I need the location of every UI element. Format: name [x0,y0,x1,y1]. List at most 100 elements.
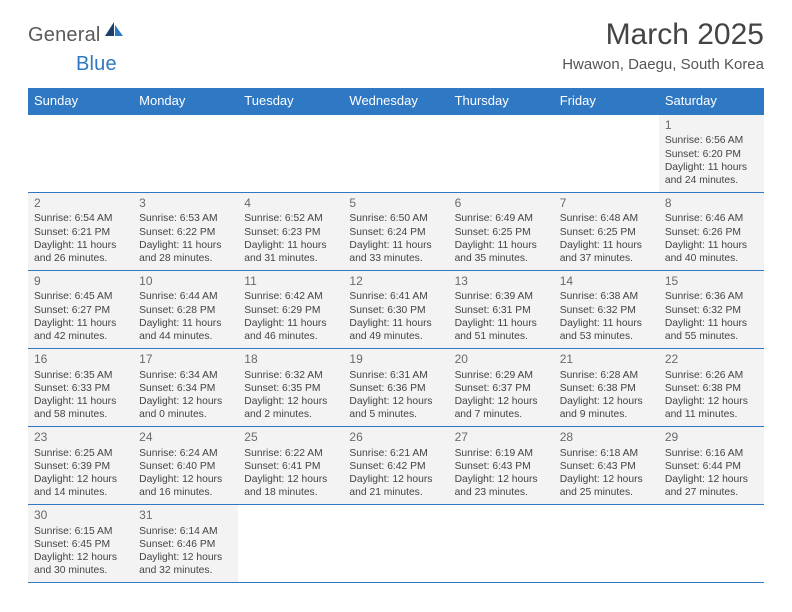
day-number: 25 [244,430,337,445]
sunset-text: Sunset: 6:40 PM [139,460,232,473]
week-row: 23Sunrise: 6:25 AMSunset: 6:39 PMDayligh… [28,427,764,505]
daylight-text: and 9 minutes. [560,408,653,421]
day-cell [238,505,343,583]
day-cell [28,114,133,193]
sunrise-text: Sunrise: 6:41 AM [349,290,442,303]
daylight-text: Daylight: 12 hours [34,551,127,564]
day-cell: 24Sunrise: 6:24 AMSunset: 6:40 PMDayligh… [133,427,238,505]
day-cell: 25Sunrise: 6:22 AMSunset: 6:41 PMDayligh… [238,427,343,505]
sunrise-text: Sunrise: 6:15 AM [34,525,127,538]
sunrise-text: Sunrise: 6:38 AM [560,290,653,303]
daylight-text: and 5 minutes. [349,408,442,421]
daylight-text: and 46 minutes. [244,330,337,343]
daylight-text: Daylight: 12 hours [349,473,442,486]
sunrise-text: Sunrise: 6:34 AM [139,369,232,382]
day-header: Monday [133,88,238,114]
month-title: March 2025 [562,18,764,52]
daylight-text: Daylight: 12 hours [139,473,232,486]
sunrise-text: Sunrise: 6:31 AM [349,369,442,382]
daylight-text: Daylight: 12 hours [244,473,337,486]
sunrise-text: Sunrise: 6:19 AM [455,447,548,460]
day-number: 3 [139,196,232,211]
day-number: 17 [139,352,232,367]
sunrise-text: Sunrise: 6:25 AM [34,447,127,460]
day-number: 10 [139,274,232,289]
sunrise-text: Sunrise: 6:18 AM [560,447,653,460]
day-number: 30 [34,508,127,523]
daylight-text: Daylight: 12 hours [665,473,758,486]
day-cell [554,505,659,583]
daylight-text: Daylight: 12 hours [139,395,232,408]
sunset-text: Sunset: 6:33 PM [34,382,127,395]
daylight-text: Daylight: 11 hours [560,239,653,252]
day-cell [133,114,238,193]
day-cell: 15Sunrise: 6:36 AMSunset: 6:32 PMDayligh… [659,271,764,349]
sunrise-text: Sunrise: 6:46 AM [665,212,758,225]
day-cell: 23Sunrise: 6:25 AMSunset: 6:39 PMDayligh… [28,427,133,505]
daylight-text: and 31 minutes. [244,252,337,265]
daylight-text: and 33 minutes. [349,252,442,265]
day-number: 5 [349,196,442,211]
sunset-text: Sunset: 6:45 PM [34,538,127,551]
sunrise-text: Sunrise: 6:39 AM [455,290,548,303]
daylight-text: Daylight: 11 hours [665,239,758,252]
day-header: Friday [554,88,659,114]
daylight-text: Daylight: 11 hours [560,317,653,330]
daylight-text: Daylight: 11 hours [244,317,337,330]
sunrise-text: Sunrise: 6:42 AM [244,290,337,303]
day-number: 14 [560,274,653,289]
sunset-text: Sunset: 6:36 PM [349,382,442,395]
daylight-text: Daylight: 12 hours [34,473,127,486]
daylight-text: and 40 minutes. [665,252,758,265]
sunset-text: Sunset: 6:24 PM [349,226,442,239]
daylight-text: and 26 minutes. [34,252,127,265]
daylight-text: Daylight: 12 hours [560,395,653,408]
day-cell: 12Sunrise: 6:41 AMSunset: 6:30 PMDayligh… [343,271,448,349]
day-cell: 20Sunrise: 6:29 AMSunset: 6:37 PMDayligh… [449,349,554,427]
day-number: 2 [34,196,127,211]
week-row: 16Sunrise: 6:35 AMSunset: 6:33 PMDayligh… [28,349,764,427]
daylight-text: Daylight: 11 hours [349,317,442,330]
daylight-text: and 23 minutes. [455,486,548,499]
sunrise-text: Sunrise: 6:48 AM [560,212,653,225]
day-number: 22 [665,352,758,367]
sunrise-text: Sunrise: 6:49 AM [455,212,548,225]
day-cell: 4Sunrise: 6:52 AMSunset: 6:23 PMDaylight… [238,193,343,271]
daylight-text: and 53 minutes. [560,330,653,343]
sunrise-text: Sunrise: 6:54 AM [34,212,127,225]
sunrise-text: Sunrise: 6:44 AM [139,290,232,303]
day-cell: 27Sunrise: 6:19 AMSunset: 6:43 PMDayligh… [449,427,554,505]
day-cell: 9Sunrise: 6:45 AMSunset: 6:27 PMDaylight… [28,271,133,349]
sunset-text: Sunset: 6:27 PM [34,304,127,317]
sunset-text: Sunset: 6:37 PM [455,382,548,395]
day-number: 24 [139,430,232,445]
logo-text-blue: Blue [76,53,117,75]
sunset-text: Sunset: 6:43 PM [560,460,653,473]
calendar-table: Sunday Monday Tuesday Wednesday Thursday… [28,88,764,583]
day-cell: 3Sunrise: 6:53 AMSunset: 6:22 PMDaylight… [133,193,238,271]
daylight-text: Daylight: 11 hours [139,239,232,252]
logo-text-general: General [28,24,101,47]
sunrise-text: Sunrise: 6:45 AM [34,290,127,303]
day-number: 9 [34,274,127,289]
location: Hwawon, Daegu, South Korea [562,56,764,73]
sunset-text: Sunset: 6:25 PM [560,226,653,239]
sunset-text: Sunset: 6:34 PM [139,382,232,395]
day-number: 27 [455,430,548,445]
week-row: 1Sunrise: 6:56 AMSunset: 6:20 PMDaylight… [28,114,764,193]
daylight-text: and 58 minutes. [34,408,127,421]
sunset-text: Sunset: 6:29 PM [244,304,337,317]
day-number: 1 [665,118,758,133]
sunset-text: Sunset: 6:35 PM [244,382,337,395]
day-cell [343,505,448,583]
daylight-text: Daylight: 12 hours [560,473,653,486]
day-cell: 19Sunrise: 6:31 AMSunset: 6:36 PMDayligh… [343,349,448,427]
day-cell [449,505,554,583]
title-block: March 2025 Hwawon, Daegu, South Korea [562,18,764,73]
day-header: Saturday [659,88,764,114]
day-cell [449,114,554,193]
week-row: 2Sunrise: 6:54 AMSunset: 6:21 PMDaylight… [28,193,764,271]
day-cell [659,505,764,583]
day-number: 16 [34,352,127,367]
daylight-text: and 30 minutes. [34,564,127,577]
